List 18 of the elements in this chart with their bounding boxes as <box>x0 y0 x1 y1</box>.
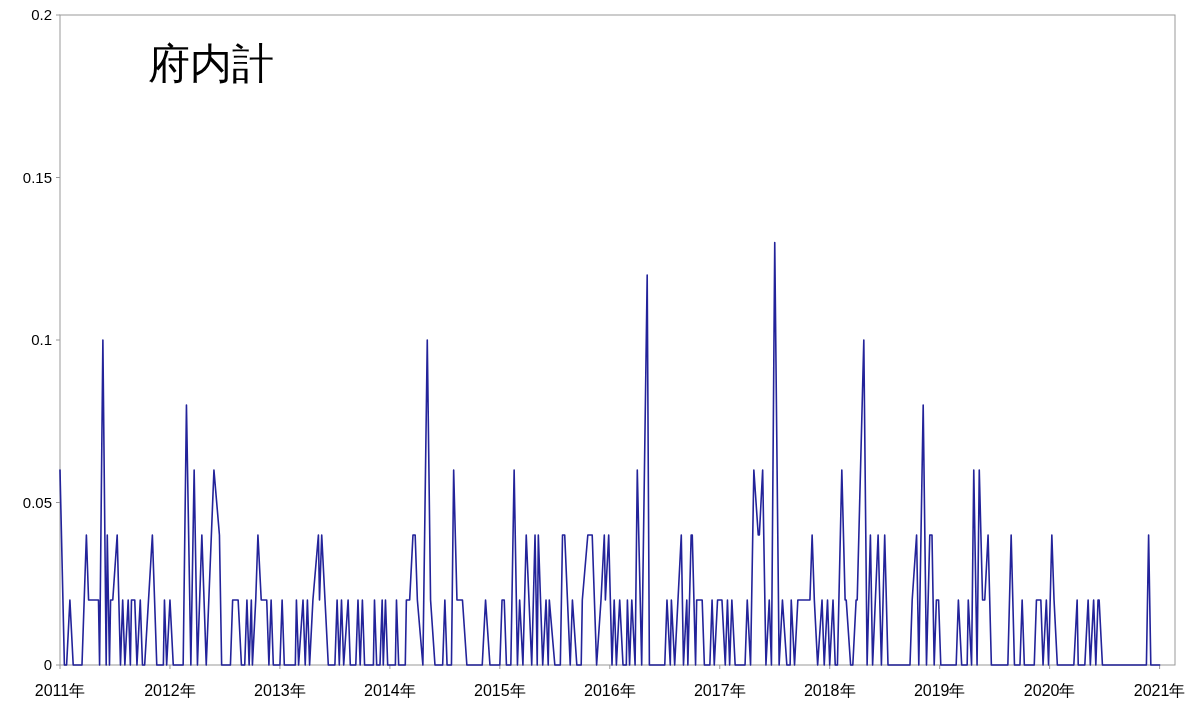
x-tick-label: 2014年 <box>364 682 416 699</box>
x-tick-label: 2021年 <box>1133 682 1186 699</box>
x-tick-label: 2015年 <box>474 682 526 699</box>
text: 府内計 <box>148 40 274 87</box>
line-series <box>59 241 1161 666</box>
y-tick-label: 0.1 <box>31 331 52 348</box>
x-tick-label: 2019年 <box>913 682 966 699</box>
y-tick-label: 0.05 <box>22 493 52 511</box>
x-tick-label: 2016年 <box>584 682 636 699</box>
y-tick-label: 0.15 <box>22 168 52 186</box>
x-tick-label: 2013年 <box>254 682 306 699</box>
x-tick-label: 2017年 <box>693 682 746 699</box>
x-tick-label: 2020年 <box>1023 682 1076 699</box>
y-tick-label: 0 <box>43 656 52 673</box>
y-tick-label: 0.2 <box>31 6 52 23</box>
x-tick-label: 2011年 <box>34 682 86 699</box>
x-tick-label: 2012年 <box>144 682 196 699</box>
x-tick-label: 2018年 <box>803 682 856 699</box>
